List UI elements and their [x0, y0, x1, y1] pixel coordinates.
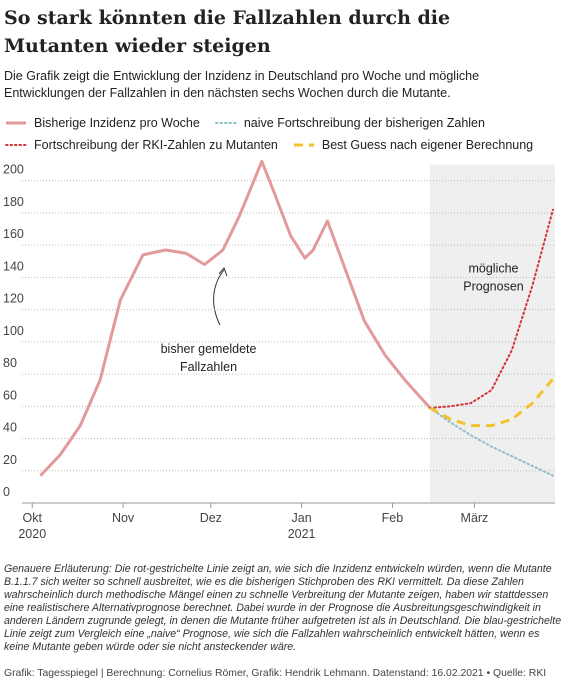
chart-title: So stark könnten die Fallzahlen durch di…: [4, 7, 451, 57]
y-tick-label: 40: [3, 421, 17, 435]
legend-label: naive Fortschreibung der bisherigen Zahl…: [243, 116, 485, 130]
series-line: [428, 406, 554, 477]
annotation: mögliche: [468, 262, 518, 276]
series-line: [39, 159, 432, 477]
annotation-arrowhead: [218, 267, 228, 277]
legend: Bisherige Inzidenz pro Woche naive Fortsc…: [4, 114, 560, 154]
y-tick-label: 100: [3, 324, 24, 338]
forecast-region: [429, 164, 555, 503]
y-tick-label: 80: [3, 356, 17, 370]
legend-label: Fortschreibung der RKI-Zahlen zu Mutante…: [34, 138, 278, 152]
legend-item: naive Fortschreibung der bisherigen Zahl…: [214, 114, 485, 132]
footnote: Genauere Erläuterung: Die rot-gestrichel…: [4, 563, 562, 653]
x-tick-label: Nov: [112, 511, 135, 525]
y-tick-label: 20: [3, 453, 17, 467]
annotation-arrow: [213, 269, 225, 326]
x-tick-label: Jan: [292, 511, 312, 525]
legend-swatch: [6, 121, 26, 125]
x-tick-label: März: [461, 511, 489, 525]
x-tick-label: Feb: [382, 511, 404, 525]
series-line: [429, 377, 555, 428]
y-tick-label: 0: [3, 485, 10, 499]
annotation: bisher gemeldete: [161, 342, 257, 356]
y-tick-label: 120: [3, 292, 24, 306]
legend-swatch: [293, 143, 314, 147]
legend-item: Bisherige Inzidenz pro Woche: [4, 114, 200, 132]
annotation: Fallzahlen: [180, 360, 237, 374]
year-label: 2021: [288, 527, 316, 541]
y-tick-label: 140: [3, 259, 24, 273]
year-label: 2020: [18, 527, 46, 541]
legend-swatch: [214, 122, 237, 124]
legend-label: Bisherige Inzidenz pro Woche: [34, 116, 200, 130]
y-tick-label: 60: [3, 388, 17, 402]
chart: 0 20 40 60 80 100 120 140 160 180 200 Okt Nov Dez Jan F…: [3, 159, 555, 541]
legend-item: Fortschreibung der RKI-Zahlen zu Mutante…: [4, 136, 278, 154]
legend-item: Best Guess nach eigener Berechnung: [292, 136, 533, 154]
legend-swatch: [5, 144, 27, 146]
y-tick-label: 180: [3, 195, 24, 209]
y-tick-label: 200: [3, 163, 24, 177]
x-tick-label: Okt: [23, 511, 43, 525]
annotation: Prognosen: [463, 280, 524, 294]
source: Grafik: Tagesspiegel | Berechnung: Corne…: [4, 668, 547, 679]
legend-label: Best Guess nach eigener Berechnung: [321, 138, 534, 152]
chart-subtitle: Die Grafik zeigt die Entwicklung der Inz…: [4, 69, 480, 100]
x-tick-label: Dez: [200, 511, 222, 525]
y-tick-label: 160: [3, 227, 24, 241]
